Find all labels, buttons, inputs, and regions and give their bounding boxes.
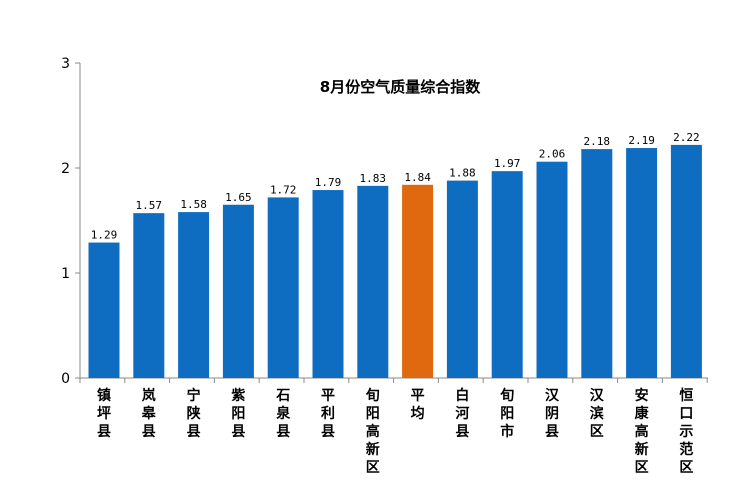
bar xyxy=(357,185,389,378)
x-tick-label: 汉滨区 xyxy=(590,388,605,440)
x-tick-label: 岚皋县 xyxy=(142,387,157,440)
chart-title: 8月份空气质量综合指数 xyxy=(320,78,481,96)
data-label: 1.72 xyxy=(270,183,297,196)
x-tick-label: 白河县 xyxy=(455,387,469,440)
y-tick-label: 1 xyxy=(61,266,70,282)
bar xyxy=(491,171,523,378)
data-label: 1.84 xyxy=(404,171,431,184)
bar xyxy=(536,161,568,378)
x-tick-label: 石泉县 xyxy=(275,388,291,440)
bar xyxy=(267,197,299,378)
data-label: 1.83 xyxy=(360,172,387,185)
bar xyxy=(626,148,658,378)
bar xyxy=(670,144,702,378)
data-label: 2.18 xyxy=(584,135,611,148)
bar xyxy=(446,180,478,378)
data-label: 1.29 xyxy=(91,229,118,242)
data-label: 1.79 xyxy=(315,176,342,189)
x-tick-label: 紫阳县 xyxy=(231,387,245,440)
data-label: 1.57 xyxy=(136,199,163,212)
value-labels: 1.29 1.57 1.58 1.65 1.72 1.79 1.83 1.84 1.88 1.97… xyxy=(91,131,700,242)
bar xyxy=(88,242,120,378)
x-tick-label: 旬阳高新区 xyxy=(365,387,380,476)
bar xyxy=(133,213,165,378)
x-tick-label: 旬阳市 xyxy=(499,387,514,440)
bar xyxy=(402,184,434,378)
bar xyxy=(222,204,254,378)
data-label: 1.65 xyxy=(225,191,252,204)
x-tick-label: 宁陕县 xyxy=(187,387,201,440)
bar xyxy=(178,212,210,378)
x-tick-label: 平均 xyxy=(411,388,425,422)
x-tick-label: 镇坪县 xyxy=(97,387,111,440)
bar xyxy=(312,190,344,378)
bar xyxy=(581,149,613,378)
x-tick-label: 安康高新区 xyxy=(635,387,650,476)
y-tick-label: 3 xyxy=(61,56,70,72)
data-label: 1.97 xyxy=(494,157,521,170)
data-label: 2.06 xyxy=(539,148,566,161)
y-tick-label: 2 xyxy=(61,161,70,177)
x-tick-label: 平利县 xyxy=(321,388,335,440)
x-tick-label: 恒口示范区 xyxy=(679,387,693,476)
x-tick-label: 汉阴县 xyxy=(545,388,560,440)
category-labels: 镇坪县 岚皋县 宁陕县 紫阳县 石泉县 平利县 旬阳高新区 平均 白河县 旬阳市 汉阴县 汉滨区 安康高… xyxy=(97,387,693,476)
data-label: 1.88 xyxy=(449,167,476,180)
data-label: 2.19 xyxy=(628,134,655,147)
bars xyxy=(88,144,702,378)
data-label: 1.58 xyxy=(180,198,207,211)
y-tick-label: 0 xyxy=(61,371,70,387)
data-label: 2.22 xyxy=(673,131,700,144)
